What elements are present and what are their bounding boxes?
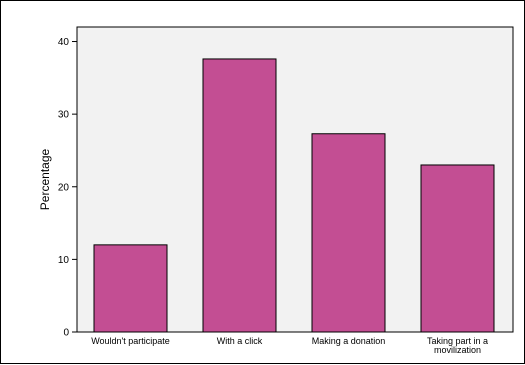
x-tick-label: movilization <box>434 345 481 355</box>
y-tick-label: 20 <box>58 182 70 193</box>
bar <box>202 58 277 333</box>
x-tick-label: With a click <box>217 336 263 346</box>
x-tick-label: Making a donation <box>312 336 386 346</box>
y-tick-label: 40 <box>58 37 70 48</box>
y-tick-label: 30 <box>58 110 70 121</box>
y-tick-label: 10 <box>58 255 70 266</box>
bar <box>311 133 386 333</box>
bar <box>93 244 168 333</box>
y-axis: 0 10 20 30 40 <box>58 37 77 339</box>
y-tick-label: 0 <box>63 328 69 339</box>
bars <box>93 58 495 333</box>
x-tick-label: Taking part in a <box>427 336 488 346</box>
bar <box>420 164 495 333</box>
x-axis-labels: Wouldn't participate With a click Making a… <box>91 336 488 355</box>
y-axis-title: Percentage <box>38 148 52 210</box>
x-tick-label: Wouldn't participate <box>91 336 170 346</box>
